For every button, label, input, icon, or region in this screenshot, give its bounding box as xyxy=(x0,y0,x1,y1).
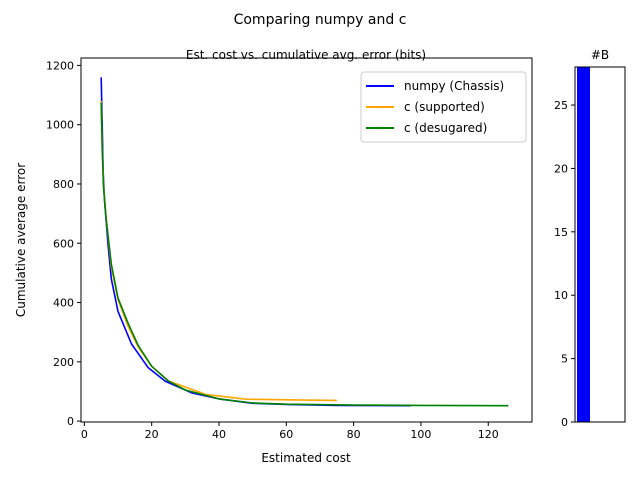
series-line-c-supported xyxy=(100,100,337,402)
side-y-tick-label: 5 xyxy=(561,353,568,366)
main-y-axis-label: Cumulative average error xyxy=(14,163,28,317)
y-tick-label: 200 xyxy=(53,356,74,369)
x-tick-label: 60 xyxy=(279,428,293,441)
y-tick-label: 1000 xyxy=(46,119,74,132)
side-y-tick-label: 20 xyxy=(554,162,568,175)
main-line-chart: Est. cost vs. cumulative avg. error (bit… xyxy=(14,48,533,465)
side-chart-title: #B xyxy=(591,48,609,62)
y-tick-label: 400 xyxy=(53,297,74,310)
x-tick-label: 40 xyxy=(212,428,226,441)
main-chart-title: Est. cost vs. cumulative avg. error (bit… xyxy=(186,48,426,62)
side-y-ticks: 0 5 10 15 20 25 xyxy=(554,99,575,429)
main-series-group xyxy=(100,77,509,407)
x-tick-label: 0 xyxy=(81,428,88,441)
side-bar-chart: #B 0 5 10 15 20 25 xyxy=(554,48,626,429)
legend-label-c-desugared: c (desugared) xyxy=(404,121,487,135)
x-tick-label: 100 xyxy=(410,428,431,441)
main-y-ticks: 0 200 400 600 800 1000 1200 xyxy=(46,59,81,428)
main-x-ticks: 0 20 40 60 80 100 120 xyxy=(81,422,499,441)
x-tick-label: 120 xyxy=(478,428,499,441)
bar xyxy=(577,67,590,422)
legend: numpy (Chassis) c (supported) c (desugar… xyxy=(360,71,527,143)
legend-label-numpy: numpy (Chassis) xyxy=(404,79,504,93)
main-x-axis-label: Estimated cost xyxy=(261,451,351,465)
side-y-tick-label: 0 xyxy=(561,416,568,429)
side-y-tick-label: 15 xyxy=(554,226,568,239)
side-bars-group xyxy=(577,67,590,422)
main-plot-frame xyxy=(80,57,533,423)
y-tick-label: 0 xyxy=(67,415,74,428)
side-y-tick-label: 25 xyxy=(554,99,568,112)
x-tick-label: 80 xyxy=(347,428,361,441)
y-tick-label: 1200 xyxy=(46,59,74,72)
figure-suptitle: Comparing numpy and c xyxy=(234,12,407,28)
side-y-tick-label: 10 xyxy=(554,289,568,302)
series-line-c-desugared xyxy=(100,102,509,407)
side-plot-frame xyxy=(574,66,626,423)
legend-box xyxy=(360,71,527,143)
legend-label-c-supported: c (supported) xyxy=(404,100,485,114)
y-tick-label: 800 xyxy=(53,178,74,191)
x-tick-label: 20 xyxy=(145,428,159,441)
y-tick-label: 600 xyxy=(53,237,74,250)
